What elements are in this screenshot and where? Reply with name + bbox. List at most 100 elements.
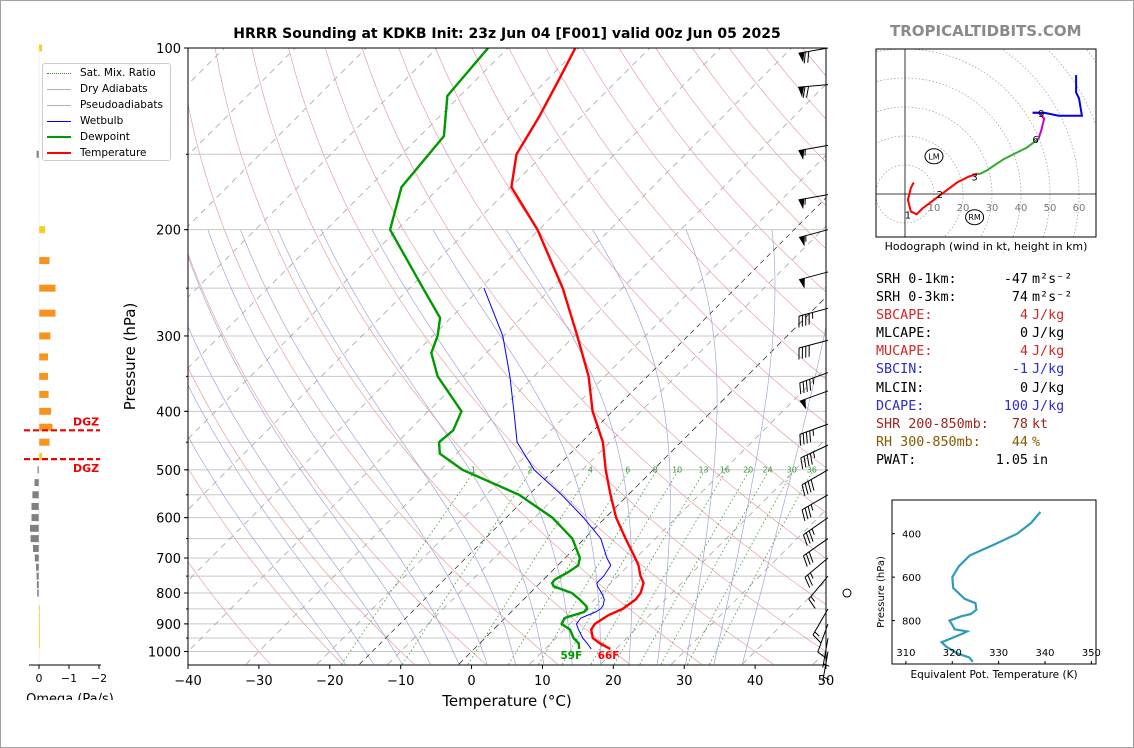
legend-item: Pseudoadiabats xyxy=(47,98,169,114)
param-value: -1 xyxy=(1011,362,1028,378)
omega-bar xyxy=(39,423,53,431)
param-unit: J/kg xyxy=(1032,308,1065,324)
param-unit: J/kg xyxy=(1032,380,1065,396)
param-unit: J/kg xyxy=(1032,362,1065,378)
hodograph-trace xyxy=(1032,75,1084,117)
param-unit: J/kg xyxy=(1032,398,1065,414)
omega-bar xyxy=(37,589,39,597)
omega-bar xyxy=(39,284,56,292)
omega-bar xyxy=(34,554,39,562)
theta-e-chart: 310 320 330 340 350 400 600 800 Equivalent Pot. … xyxy=(876,499,1101,681)
storm-motion-label: RM xyxy=(968,213,981,222)
param-unit: kt xyxy=(1032,416,1049,432)
param-label: SRH 0-3km: xyxy=(876,290,957,306)
param-label: SBCAPE: xyxy=(876,308,933,324)
hodograph-ring-label: 10 xyxy=(928,203,941,214)
omega-bar xyxy=(39,452,42,460)
omega-bar xyxy=(39,407,51,415)
param-label: MUCAPE: xyxy=(876,344,933,360)
omega-bar xyxy=(31,502,39,510)
param-label: RH 300-850mb: xyxy=(876,434,981,450)
theta-e-x-tick-label: 330 xyxy=(989,648,1008,659)
param-row: MUCAPE: 4 J/kg xyxy=(876,344,1106,362)
omega-chart: 0 −1 −2 Omega (Pa/s) DGZ DGZ xyxy=(24,44,114,700)
dgz-label: DGZ xyxy=(73,415,99,428)
param-label: SRH 0-1km: xyxy=(876,272,957,287)
omega-bar xyxy=(39,44,42,52)
omega-bar xyxy=(39,627,40,635)
omega-x-tick-label: −2 xyxy=(91,672,107,685)
brand-watermark: TROPICALTIDBITS.COM xyxy=(890,22,1082,40)
theta-e-x-tick-label: 350 xyxy=(1082,648,1101,659)
omega-bar xyxy=(33,544,39,552)
theta-e-line xyxy=(939,511,1042,663)
hodograph-ring-label: 30 xyxy=(986,203,999,214)
param-value: 4 xyxy=(1019,308,1028,324)
param-value: 100 xyxy=(1003,398,1028,414)
hodograph-height-label: 1 xyxy=(905,210,911,221)
storm-motion-marker xyxy=(965,209,985,226)
param-label: MLCIN: xyxy=(876,380,925,396)
param-unit: m²s⁻² xyxy=(1032,272,1073,287)
param-label: SHR 200-850mb: xyxy=(876,416,989,432)
hodograph-ring-label: 60 xyxy=(1073,203,1086,214)
legend-item: Wetbulb xyxy=(47,114,169,130)
omega-bar xyxy=(39,309,56,317)
param-value: 1.05 xyxy=(995,452,1028,468)
param-value: -47 xyxy=(1003,272,1028,287)
legend-item: Dry Adiabats xyxy=(47,82,169,98)
chart-title: HRRR Sounding at KDKB Init: 23z Jun 04 [… xyxy=(233,26,781,42)
omega-bar xyxy=(39,353,48,361)
theta-e-x-tick-label: 340 xyxy=(1035,648,1054,659)
theta-e-frame xyxy=(891,499,1097,665)
omega-axis-label: Omega (Pa/s) xyxy=(26,692,114,700)
param-row: SRH 0-1km: -47 m²s⁻² xyxy=(876,272,1106,290)
omega-bar xyxy=(39,257,50,265)
param-value: 44 xyxy=(1011,434,1028,450)
param-value: 4 xyxy=(1019,344,1028,360)
param-row: MLCAPE: 0 J/kg xyxy=(876,326,1106,344)
hodograph-chart: 10 20 30 40 50 60 1 2 3 6 9 LM RM xyxy=(875,48,1097,238)
chart-legend: Sat. Mix. Ratio Dry Adiabats Pseudoadiab… xyxy=(42,63,171,161)
theta-e-x-tick-label: 320 xyxy=(943,648,962,659)
omega-x-tick-label: −1 xyxy=(61,672,77,685)
omega-bar xyxy=(39,390,49,398)
sounding-parameters: SRH 0-1km: -47 m²s⁻² SRH 0-3km: 74 m²s⁻² SBCAP… xyxy=(876,272,1106,471)
theta-e-x-tick-label: 310 xyxy=(896,648,915,659)
param-unit: J/kg xyxy=(1032,344,1065,360)
param-unit: % xyxy=(1032,434,1041,450)
omega-bar xyxy=(39,226,45,234)
dgz-label: DGZ xyxy=(73,462,99,475)
theta-e-y-tick-label: 400 xyxy=(902,530,921,541)
omega-bar xyxy=(39,332,51,340)
param-row: RH 300-850mb: 44% xyxy=(876,435,1106,453)
hodograph-height-label: 9 xyxy=(1038,109,1044,120)
omega-bar xyxy=(39,634,40,642)
omega-bar xyxy=(36,572,39,580)
omega-bar xyxy=(39,613,40,621)
hodograph-height-label: 3 xyxy=(971,173,977,184)
hodograph-trace xyxy=(977,138,1039,175)
theta-e-y-tick-label: 800 xyxy=(902,617,921,628)
legend-item: Dewpoint xyxy=(47,130,169,146)
omega-bar xyxy=(36,563,39,571)
param-unit: in xyxy=(1032,452,1049,468)
hodograph-ring-label: 20 xyxy=(957,203,970,214)
param-row: PWAT: 1.05 in xyxy=(876,453,1106,471)
omega-bar xyxy=(36,581,39,589)
omega-bar xyxy=(32,491,39,499)
param-row: DCAPE: 100 J/kg xyxy=(876,399,1106,417)
hodograph-height-label: 2 xyxy=(937,190,943,201)
hodograph-caption: Hodograph (wind in kt, height in km) xyxy=(884,240,1088,253)
param-label: DCAPE: xyxy=(876,398,925,414)
param-label: SBCIN: xyxy=(876,362,925,378)
hodograph-height-label: 6 xyxy=(1032,135,1038,146)
param-value: 0 xyxy=(1019,380,1028,396)
hodograph-ring xyxy=(876,77,1022,237)
param-unit: m²s⁻² xyxy=(1032,290,1073,306)
omega-bar xyxy=(39,372,48,380)
param-label: PWAT: xyxy=(876,452,917,468)
omega-bar xyxy=(39,620,40,628)
omega-bar xyxy=(39,641,40,649)
legend-item: Temperature xyxy=(47,146,169,162)
